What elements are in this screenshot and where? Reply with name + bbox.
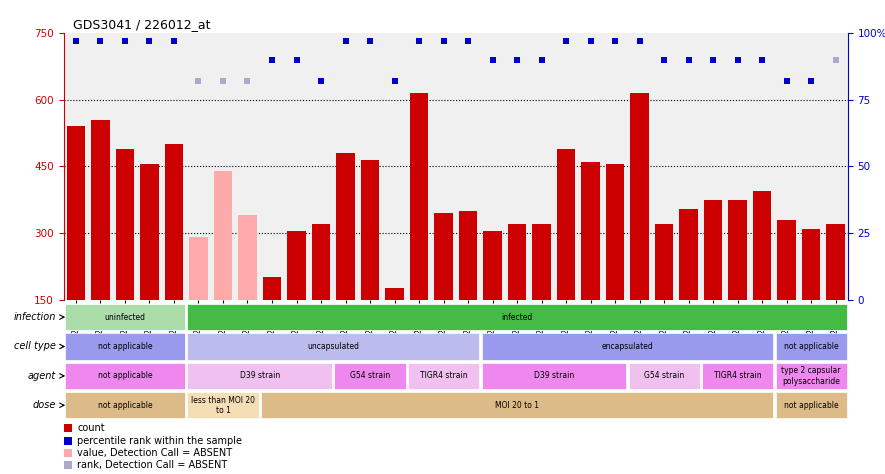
Text: MOI 20 to 1: MOI 20 to 1 [495,401,539,410]
Bar [533,224,550,300]
Bar [141,164,158,300]
Bar [481,363,626,389]
Bar [336,153,355,300]
Bar [261,392,773,419]
Text: type 2 capsular
polysaccharide: type 2 capsular polysaccharide [781,366,841,385]
Text: less than MOI 20
to 1: less than MOI 20 to 1 [191,396,255,415]
Text: TIGR4 strain: TIGR4 strain [419,372,467,380]
Text: percentile rank within the sample: percentile rank within the sample [77,436,242,446]
Bar [361,160,379,300]
Text: agent: agent [27,371,56,381]
Bar [65,304,185,330]
Bar [188,304,847,330]
Text: cell type: cell type [14,341,56,352]
Bar [385,289,404,300]
Bar [628,363,699,389]
Bar [702,363,773,389]
Bar [775,363,847,389]
Text: infection: infection [13,312,56,322]
Text: not applicable: not applicable [97,342,152,351]
Text: value, Detection Call = ABSENT: value, Detection Call = ABSENT [77,448,233,458]
Bar [408,363,479,389]
Text: count: count [77,423,105,433]
Bar [410,93,428,300]
Bar [66,127,85,300]
Bar [214,171,232,300]
Bar [753,191,771,300]
Text: dose: dose [33,400,56,410]
Bar [188,392,258,419]
Bar [777,219,796,300]
Bar [288,231,305,300]
Bar [435,213,453,300]
Bar [65,392,185,419]
Bar [581,162,600,300]
Bar [680,209,697,300]
Text: G54 strain: G54 strain [350,372,390,380]
Bar [775,333,847,360]
Text: G54 strain: G54 strain [644,372,684,380]
Text: TIGR4 strain: TIGR4 strain [713,372,761,380]
Bar [263,277,281,300]
Bar [188,333,479,360]
Bar [189,237,208,300]
Bar [238,215,257,300]
Bar [65,333,185,360]
Bar [312,224,330,300]
Bar [557,149,575,300]
Text: not applicable: not applicable [784,342,838,351]
Bar [728,200,747,300]
Bar [91,120,110,300]
Text: uninfected: uninfected [104,313,145,321]
Bar [458,211,477,300]
Bar [655,224,673,300]
Text: uncapsulated: uncapsulated [307,342,359,351]
Bar [630,93,649,300]
Bar [827,224,845,300]
Text: not applicable: not applicable [784,401,838,410]
Bar [165,144,183,300]
Text: D39 strain: D39 strain [534,372,573,380]
Bar [188,363,332,389]
Text: not applicable: not applicable [97,372,152,380]
Text: not applicable: not applicable [97,401,152,410]
Bar [483,231,502,300]
Text: D39 strain: D39 strain [240,372,280,380]
Bar [802,228,820,300]
Bar [508,224,527,300]
Bar [335,363,405,389]
Bar [704,200,722,300]
Bar [65,363,185,389]
Bar [116,149,135,300]
Bar [481,333,773,360]
Text: encapsulated: encapsulated [602,342,653,351]
Bar [606,164,624,300]
Text: GDS3041 / 226012_at: GDS3041 / 226012_at [73,18,210,31]
Text: rank, Detection Call = ABSENT: rank, Detection Call = ABSENT [77,460,227,470]
Bar [775,392,847,419]
Text: infected: infected [502,313,533,321]
